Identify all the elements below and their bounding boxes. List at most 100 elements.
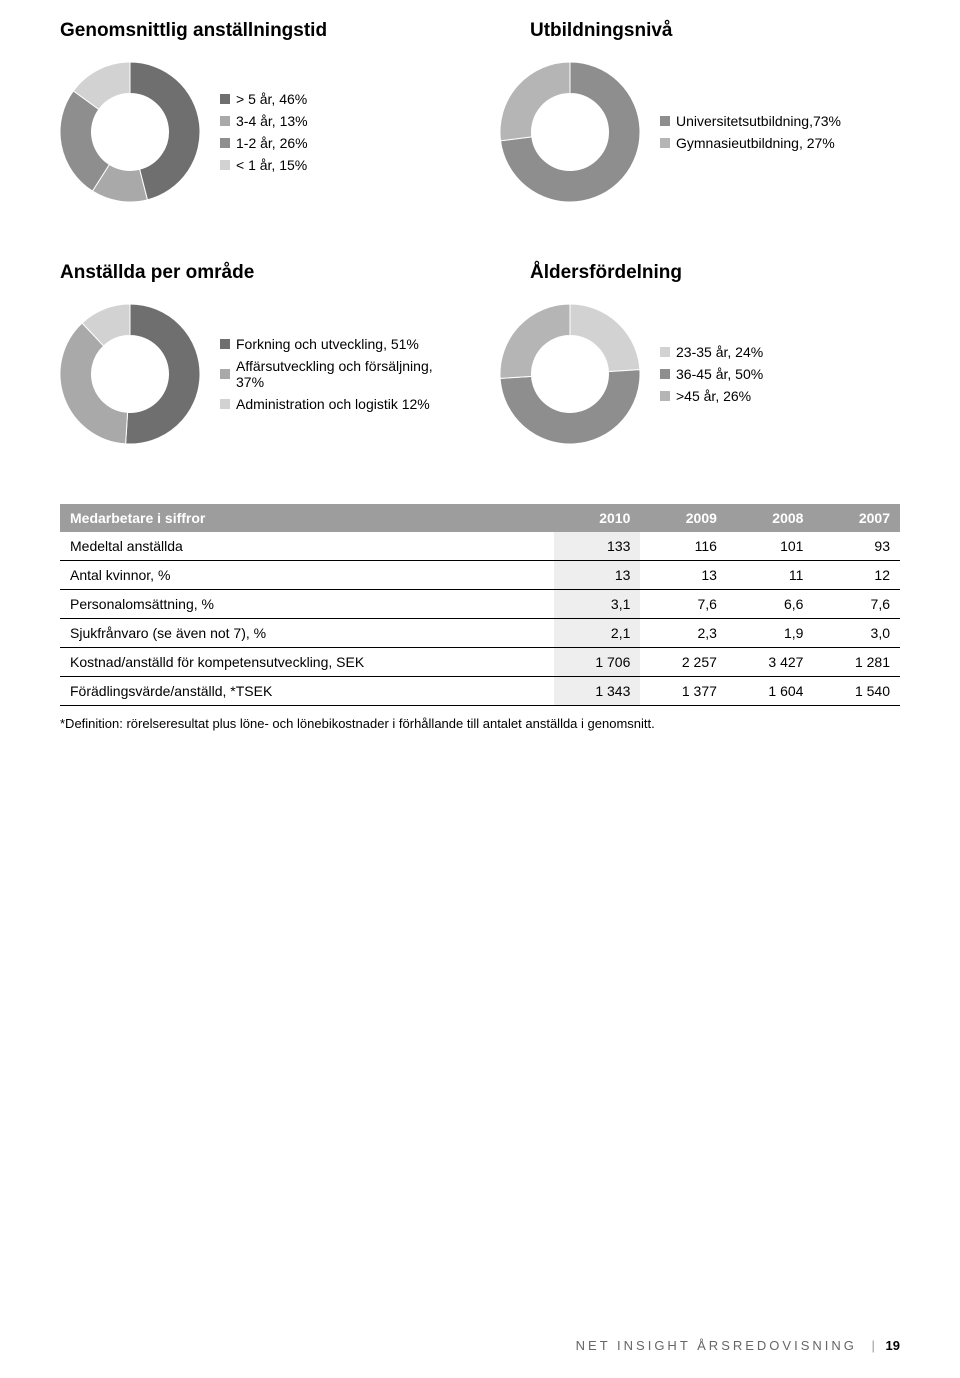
table-cell: 93 — [813, 532, 900, 561]
table-cell: 3 427 — [727, 648, 814, 677]
legend-utbildning: Universitetsutbildning,73% Gymnasieutbild… — [660, 113, 841, 151]
legend-item: 36-45 år, 50% — [660, 366, 763, 382]
table-cell: Förädlingsvärde/anställd, *TSEK — [60, 677, 554, 706]
table-cell: 13 — [640, 561, 727, 590]
table-cell: 11 — [727, 561, 814, 590]
table-header-row: Medarbetare i siffror2010200920082007 — [60, 504, 900, 532]
legend-label: Administration och logistik 12% — [236, 396, 430, 412]
footnote-text: *Definition: rörelseresultat plus löne- … — [60, 716, 900, 731]
legend-swatch — [220, 369, 230, 379]
table-header-cell: Medarbetare i siffror — [60, 504, 554, 532]
chart-omrade: Forkning och utveckling, 51% Affärsutveck… — [60, 304, 440, 444]
table-cell: 1 706 — [554, 648, 641, 677]
legend-item: < 1 år, 15% — [220, 157, 308, 173]
page-content: Genomsnittlig anställningstid Utbildning… — [0, 0, 960, 731]
donut-alder — [500, 304, 640, 444]
table-cell: Personalomsättning, % — [60, 590, 554, 619]
legend-label: >45 år, 26% — [676, 388, 751, 404]
table-cell: 3,1 — [554, 590, 641, 619]
legend-item: Forkning och utveckling, 51% — [220, 336, 440, 352]
legend-swatch — [220, 339, 230, 349]
table-row: Kostnad/anställd för kompetensutveckling… — [60, 648, 900, 677]
legend-swatch — [220, 138, 230, 148]
legend-swatch — [660, 116, 670, 126]
legend-anst-tid: > 5 år, 46% 3-4 år, 13% 1-2 år, 26% < 1 år,… — [220, 91, 308, 173]
table-row: Personalomsättning, %3,17,66,67,6 — [60, 590, 900, 619]
heading-alder: Åldersfördelning — [530, 262, 682, 284]
table-row: Förädlingsvärde/anställd, *TSEK1 3431 37… — [60, 677, 900, 706]
legend-item: 1-2 år, 26% — [220, 135, 308, 151]
heading-anst-tid: Genomsnittlig anställningstid — [60, 20, 390, 42]
legend-alder: 23-35 år, 24% 36-45 år, 50% >45 år, 26% — [660, 344, 763, 404]
table-cell: 2,3 — [640, 619, 727, 648]
table-cell: 2 257 — [640, 648, 727, 677]
legend-label: 3-4 år, 13% — [236, 113, 308, 129]
table-cell: 1 281 — [813, 648, 900, 677]
legend-label: Universitetsutbildning,73% — [676, 113, 841, 129]
legend-item: Gymnasieutbildning, 27% — [660, 135, 841, 151]
legend-item: 3-4 år, 13% — [220, 113, 308, 129]
table-cell: 7,6 — [813, 590, 900, 619]
legend-label: Affärsutveckling och försäljning, 37% — [236, 358, 440, 390]
table-cell: Kostnad/anställd för kompetensutveckling… — [60, 648, 554, 677]
table-cell: 1,9 — [727, 619, 814, 648]
legend-swatch — [660, 138, 670, 148]
table-cell: 2,1 — [554, 619, 641, 648]
table-cell: 1 540 — [813, 677, 900, 706]
table-cell: 133 — [554, 532, 641, 561]
table-cell: Medeltal anställda — [60, 532, 554, 561]
table-cell: 116 — [640, 532, 727, 561]
donut-anst-tid — [60, 62, 200, 202]
table-cell: Antal kvinnor, % — [60, 561, 554, 590]
footer-text: NET INSIGHT ÅRSREDOVISNING — [576, 1338, 857, 1353]
table-cell: 101 — [727, 532, 814, 561]
legend-swatch — [220, 399, 230, 409]
table-row: Sjukfrånvaro (se även not 7), %2,12,31,9… — [60, 619, 900, 648]
legend-label: 1-2 år, 26% — [236, 135, 308, 151]
legend-item: > 5 år, 46% — [220, 91, 308, 107]
legend-label: > 5 år, 46% — [236, 91, 307, 107]
legend-swatch — [220, 160, 230, 170]
table-cell: 6,6 — [727, 590, 814, 619]
row2-titles: Anställda per område Åldersfördelning — [60, 262, 900, 284]
legend-label: Forkning och utveckling, 51% — [236, 336, 419, 352]
page-footer: NET INSIGHT ÅRSREDOVISNING | 19 — [576, 1338, 900, 1353]
legend-swatch — [660, 391, 670, 401]
table-body: Medeltal anställda13311610193Antal kvinn… — [60, 532, 900, 706]
legend-item: Universitetsutbildning,73% — [660, 113, 841, 129]
chart-anst-tid: > 5 år, 46% 3-4 år, 13% 1-2 år, 26% < 1 år,… — [60, 62, 440, 202]
legend-swatch — [660, 347, 670, 357]
table-row: Medeltal anställda13311610193 — [60, 532, 900, 561]
chart-utbildning: Universitetsutbildning,73% Gymnasieutbild… — [500, 62, 841, 202]
legend-item: Administration och logistik 12% — [220, 396, 440, 412]
legend-item: 23-35 år, 24% — [660, 344, 763, 360]
legend-label: 36-45 år, 50% — [676, 366, 763, 382]
table-header-cell: 2008 — [727, 504, 814, 532]
table-cell: 12 — [813, 561, 900, 590]
legend-label: < 1 år, 15% — [236, 157, 307, 173]
table-header-cell: 2009 — [640, 504, 727, 532]
legend-swatch — [660, 369, 670, 379]
heading-utbildning: Utbildningsnivå — [530, 20, 673, 42]
table-header-cell: 2007 — [813, 504, 900, 532]
legend-item: >45 år, 26% — [660, 388, 763, 404]
table-cell: 13 — [554, 561, 641, 590]
legend-swatch — [220, 116, 230, 126]
table-cell: 1 343 — [554, 677, 641, 706]
table-header-cell: 2010 — [554, 504, 641, 532]
legend-label: Gymnasieutbildning, 27% — [676, 135, 835, 151]
heading-omrade: Anställda per område — [60, 262, 390, 284]
donut-omrade — [60, 304, 200, 444]
legend-omrade: Forkning och utveckling, 51% Affärsutveck… — [220, 336, 440, 412]
table-cell: Sjukfrånvaro (se även not 7), % — [60, 619, 554, 648]
chart-alder: 23-35 år, 24% 36-45 år, 50% >45 år, 26% — [500, 304, 763, 444]
table-row: Antal kvinnor, %13131112 — [60, 561, 900, 590]
row1-titles: Genomsnittlig anställningstid Utbildning… — [60, 20, 900, 42]
donut-utbildning — [500, 62, 640, 202]
table-cell: 1 377 — [640, 677, 727, 706]
table-cell: 1 604 — [727, 677, 814, 706]
table-cell: 7,6 — [640, 590, 727, 619]
medarbetare-table: Medarbetare i siffror2010200920082007 Me… — [60, 504, 900, 706]
chart-row-1: > 5 år, 46% 3-4 år, 13% 1-2 år, 26% < 1 år,… — [60, 62, 900, 202]
legend-swatch — [220, 94, 230, 104]
